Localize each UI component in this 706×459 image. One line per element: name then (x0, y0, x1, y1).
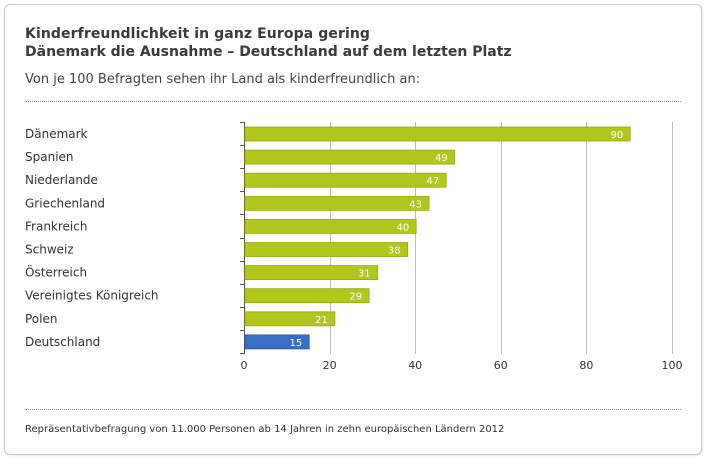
bar (244, 265, 379, 281)
data-label: 47 (426, 176, 439, 187)
data-label: 31 (358, 269, 371, 280)
footnote: Repräsentativbefragung von 11.000 Person… (25, 424, 505, 435)
category-label: Vereinigtes Königreich (25, 289, 159, 303)
bar (244, 149, 456, 165)
x-tick-label: 80 (579, 359, 593, 372)
category-label: Frankreich (25, 219, 87, 233)
category-label: Deutschland (25, 335, 100, 349)
chart-question: Von je 100 Befragten sehen ihr Land als … (25, 72, 421, 87)
x-tick-label: 40 (408, 359, 422, 372)
category-label: Schweiz (25, 243, 74, 257)
bar (244, 218, 417, 234)
category-label: Dänemark (25, 127, 88, 141)
x-tick-label: 100 (662, 359, 683, 372)
chart-title: Kinderfreundlichkeit in ganz Europa geri… (25, 26, 371, 42)
bottom-divider (25, 409, 681, 410)
data-label: 49 (435, 153, 448, 164)
bar (244, 172, 447, 188)
data-label: 43 (409, 199, 422, 210)
top-divider (25, 101, 681, 102)
bar (244, 195, 430, 211)
x-tick-label: 60 (494, 359, 508, 372)
bar (244, 288, 370, 304)
data-label: 15 (289, 338, 302, 349)
bar (244, 242, 409, 257)
bar (244, 126, 631, 142)
bar (244, 334, 310, 350)
category-label: Niederlande (25, 173, 98, 187)
x-tick-label: 0 (241, 359, 248, 372)
category-label: Österreich (25, 264, 87, 280)
chart-subtitle: Dänemark die Ausnahme – Deutschland auf … (25, 44, 512, 60)
x-tick-label: 20 (323, 359, 337, 372)
data-label: 38 (388, 246, 401, 257)
data-label: 40 (396, 222, 409, 233)
data-label: 21 (315, 315, 328, 326)
data-label: 90 (610, 130, 623, 141)
category-label: Griechenland (25, 196, 105, 210)
category-label: Spanien (25, 150, 74, 164)
data-label: 29 (349, 292, 362, 303)
bar (244, 311, 336, 327)
category-label: Polen (25, 312, 57, 326)
